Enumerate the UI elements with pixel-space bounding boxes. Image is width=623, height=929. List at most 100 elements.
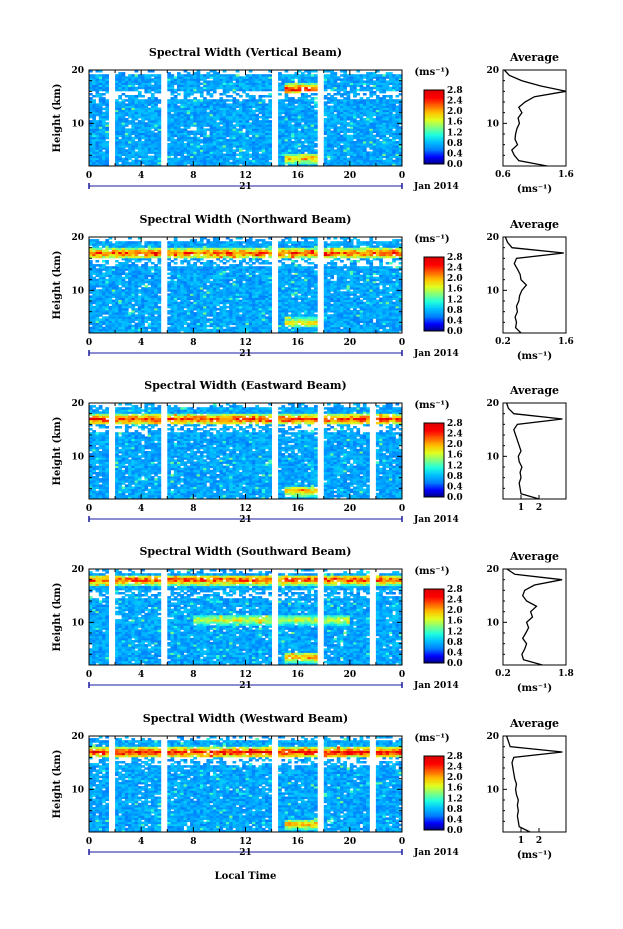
heatmap-cell	[186, 138, 191, 142]
heatmap-cell	[105, 326, 109, 330]
heatmap-cell	[366, 145, 370, 148]
heatmap-cell	[219, 126, 224, 129]
heatmap-cell	[190, 120, 194, 123]
heatmap-cell	[98, 276, 103, 280]
heatmap-cell	[284, 95, 289, 98]
heatmap-cell	[105, 90, 109, 94]
heatmap-cell	[206, 111, 211, 115]
heatmap-cell	[167, 262, 171, 265]
heatmap-cell	[150, 149, 155, 152]
heatmap-cell	[170, 78, 175, 81]
heatmap-cell	[134, 78, 139, 81]
heatmap-cell	[314, 82, 318, 85]
heatmap-cell	[190, 141, 194, 144]
heatmap-cell	[369, 93, 374, 96]
heatmap-cell	[128, 128, 132, 131]
heatmap-cell	[300, 74, 305, 77]
heatmap-cell	[128, 247, 132, 250]
heatmap-cell	[330, 130, 334, 133]
heatmap-cell	[245, 80, 250, 83]
heatmap-cell	[353, 78, 357, 81]
heatmap-cell	[281, 163, 286, 167]
heatmap-cell	[265, 107, 269, 111]
heatmap-cell	[346, 149, 351, 152]
heatmap-cell	[147, 157, 152, 161]
heatmap-cell	[180, 320, 184, 323]
heatmap-cell	[356, 132, 361, 136]
heatmap-cell	[232, 88, 237, 92]
heatmap-cell	[150, 113, 155, 117]
heatmap-cell	[190, 99, 194, 102]
heatmap-cell	[124, 297, 129, 300]
heatmap-cell	[98, 249, 103, 252]
heatmap-cell	[147, 253, 152, 257]
heatmap-cell	[173, 303, 178, 307]
heatmap-cell	[92, 84, 96, 88]
heatmap-cell	[131, 241, 136, 244]
heatmap-cell	[369, 163, 374, 167]
heatmap-cell	[284, 78, 289, 81]
heatmap-cell	[294, 136, 299, 140]
heatmap-cell	[173, 95, 178, 98]
heatmap-cell	[248, 74, 253, 77]
heatmap-cell	[359, 113, 364, 117]
heatmap-cell	[128, 141, 132, 144]
heatmap-cell	[137, 255, 142, 259]
heatmap-cell	[216, 82, 220, 85]
heatmap-cell	[330, 136, 334, 140]
heatmap-cell	[141, 134, 145, 138]
heatmap-cell	[157, 282, 162, 286]
heatmap-cell	[333, 153, 338, 156]
heatmap-cell	[209, 70, 214, 73]
heatmap-cell	[167, 318, 171, 321]
heatmap-cell	[134, 270, 139, 273]
heatmap-cell	[157, 88, 162, 92]
heatmap-cell	[212, 101, 217, 104]
heatmap-cell	[196, 103, 201, 106]
heatmap-cell	[131, 295, 136, 298]
heatmap-cell	[327, 134, 331, 138]
heatmap-cell	[115, 84, 119, 88]
heatmap-cell	[124, 76, 129, 79]
heatmap-cell	[216, 76, 220, 79]
heatmap-cell	[366, 107, 370, 111]
heatmap-cell	[398, 151, 403, 154]
heatmap-cell	[95, 301, 100, 305]
heatmap-cell	[359, 157, 364, 161]
heatmap-cell	[118, 249, 122, 252]
heatmap-cell	[157, 266, 162, 269]
heatmap-cell	[98, 299, 103, 303]
heatmap-cell	[304, 124, 308, 127]
heatmap-cell	[144, 326, 149, 330]
heatmap-cell	[186, 86, 191, 90]
heatmap-cell	[95, 84, 100, 88]
heatmap-cell	[203, 88, 207, 92]
heatmap-cell	[105, 282, 109, 286]
heatmap-cell	[209, 159, 214, 163]
heatmap-cell	[167, 287, 171, 290]
heatmap-cell	[336, 111, 341, 115]
heatmap-cell	[219, 138, 224, 142]
heatmap-cell	[291, 97, 295, 100]
heatmap-cell	[180, 316, 184, 319]
heatmap-cell	[154, 109, 158, 113]
heatmap-cell	[170, 276, 175, 280]
heatmap-cell	[366, 153, 370, 156]
heatmap-cell	[323, 84, 328, 88]
heatmap-cell	[167, 103, 171, 106]
heatmap-cell	[115, 115, 119, 119]
heatmap-cell	[314, 86, 318, 90]
heatmap-cell	[343, 74, 347, 77]
heatmap-cell	[307, 82, 312, 85]
heatmap-cell	[95, 153, 100, 156]
heatmap-cell	[193, 74, 197, 77]
heatmap-cell	[95, 149, 100, 152]
heatmap-cell	[157, 115, 162, 119]
heatmap-cell	[95, 330, 100, 334]
heatmap-cell	[245, 153, 250, 156]
heatmap-cell	[154, 86, 158, 90]
heatmap-cell	[144, 262, 149, 265]
heatmap-cell	[137, 128, 142, 131]
heatmap-cell	[121, 99, 126, 102]
heatmap-cell	[177, 278, 181, 282]
